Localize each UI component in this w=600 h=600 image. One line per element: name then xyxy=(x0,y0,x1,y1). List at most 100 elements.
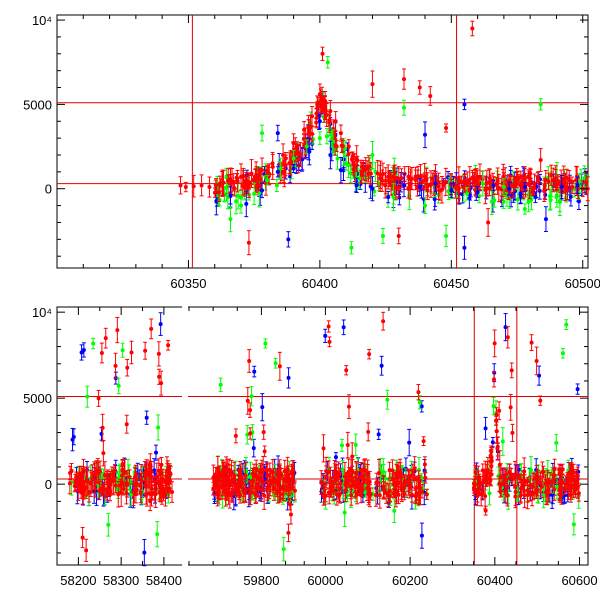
point xyxy=(324,113,329,118)
data-point xyxy=(491,183,496,188)
point xyxy=(335,156,340,161)
data-point xyxy=(475,190,480,195)
data-point xyxy=(228,217,233,222)
data-point xyxy=(248,408,253,413)
data-point xyxy=(235,486,240,491)
data-point xyxy=(353,442,358,447)
point xyxy=(522,175,527,180)
point xyxy=(557,198,562,203)
point xyxy=(492,198,497,203)
point xyxy=(536,178,541,183)
data-point xyxy=(147,471,152,476)
point xyxy=(406,174,411,179)
point xyxy=(459,180,464,185)
data-point xyxy=(417,85,422,90)
data-point xyxy=(423,178,428,183)
data-point xyxy=(100,425,105,430)
data-point xyxy=(231,477,236,482)
point xyxy=(353,163,358,168)
data-point xyxy=(317,119,322,124)
data-point xyxy=(302,127,307,132)
data-point xyxy=(96,470,101,475)
point xyxy=(439,187,444,192)
point xyxy=(576,199,581,204)
data-point xyxy=(328,109,333,114)
data-point xyxy=(287,484,292,489)
data-point xyxy=(433,181,438,186)
data-point xyxy=(142,471,147,476)
point xyxy=(567,177,572,182)
bottom-points xyxy=(67,311,581,567)
data-point xyxy=(396,176,401,181)
top-panel: 60350 60400 60450 60500 0 5000 10⁴ xyxy=(23,13,600,291)
data-point xyxy=(291,166,296,171)
data-point xyxy=(370,82,375,87)
data-point xyxy=(115,328,120,333)
point xyxy=(339,143,344,148)
point xyxy=(499,187,504,192)
data-point xyxy=(259,467,264,472)
data-point xyxy=(339,443,344,448)
data-point xyxy=(263,341,268,346)
point xyxy=(561,177,566,182)
data-point xyxy=(260,168,265,173)
point xyxy=(242,185,247,190)
data-point xyxy=(111,479,116,484)
data-point xyxy=(475,174,480,179)
data-point xyxy=(262,493,267,498)
data-point xyxy=(125,365,130,370)
data-point xyxy=(375,171,380,176)
axis-break xyxy=(182,305,188,567)
point xyxy=(254,175,259,180)
data-point xyxy=(488,179,493,184)
data-point xyxy=(522,206,527,211)
data-point xyxy=(385,397,390,402)
data-point xyxy=(501,185,506,190)
point xyxy=(361,168,366,173)
data-point xyxy=(346,144,351,149)
data-point xyxy=(317,92,322,97)
data-point xyxy=(323,99,328,104)
data-point xyxy=(354,183,359,188)
point xyxy=(398,180,403,185)
data-point xyxy=(291,141,296,146)
x-tick-label: 60350 xyxy=(170,276,206,291)
data-point xyxy=(207,185,212,190)
data-point xyxy=(470,26,475,31)
point xyxy=(515,197,520,202)
data-point xyxy=(271,476,276,481)
data-point xyxy=(307,149,312,154)
data-point xyxy=(167,471,172,476)
data-point xyxy=(239,203,244,208)
point xyxy=(288,174,293,179)
data-point xyxy=(290,471,295,476)
point xyxy=(428,182,433,187)
point xyxy=(221,180,226,185)
data-point xyxy=(264,468,269,473)
data-point xyxy=(401,105,406,110)
point xyxy=(350,154,355,159)
data-point xyxy=(90,476,95,481)
data-point xyxy=(286,530,291,535)
data-point xyxy=(309,114,314,119)
data-point xyxy=(286,375,291,380)
data-point xyxy=(228,178,233,183)
data-point xyxy=(134,481,139,486)
point xyxy=(318,100,323,105)
data-point xyxy=(213,485,218,490)
data-point xyxy=(277,474,282,479)
data-point xyxy=(96,396,101,401)
data-point xyxy=(428,93,433,98)
data-point xyxy=(444,126,449,131)
data-point xyxy=(72,483,77,488)
data-point xyxy=(226,467,231,472)
data-point xyxy=(67,481,72,486)
data-point xyxy=(245,398,250,403)
data-point xyxy=(166,343,171,348)
data-point xyxy=(120,348,125,353)
data-point xyxy=(261,430,266,435)
data-point xyxy=(249,171,254,176)
data-point xyxy=(417,185,422,190)
data-point xyxy=(120,461,125,466)
data-point xyxy=(423,203,428,208)
